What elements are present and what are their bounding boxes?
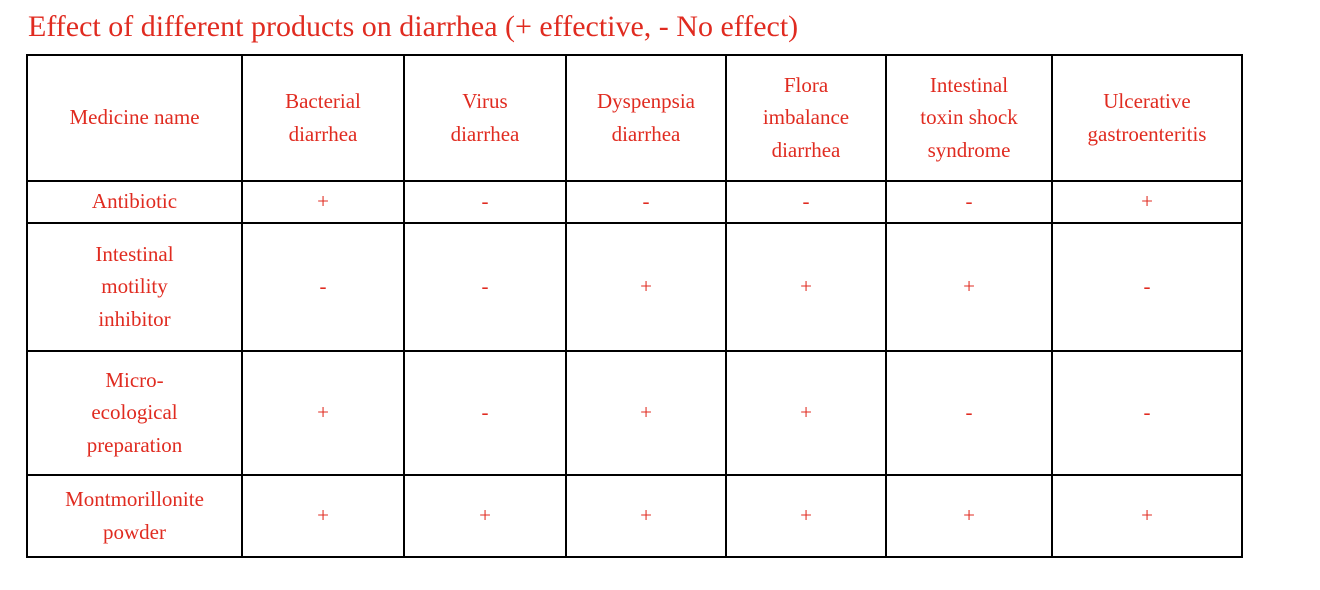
effect-value-cell: + bbox=[725, 221, 887, 352]
medicine-name-cell: Intestinal motility inhibitor bbox=[26, 221, 243, 352]
column-header-medicine-name: Medicine name bbox=[26, 53, 243, 182]
effect-value-cell: + bbox=[725, 349, 887, 476]
column-header-bacterial-diarrhea: Bacterial diarrhea bbox=[241, 53, 405, 182]
column-header-dyspenpsia-diarrhea: Dyspenpsia diarrhea bbox=[565, 53, 727, 182]
effect-value-cell: + bbox=[885, 473, 1053, 558]
table-row-intestinal-motility-inhibitor: Intestinal motility inhibitor - - + + + … bbox=[26, 221, 1243, 352]
effect-value-cell: - bbox=[725, 179, 887, 224]
effects-table: Medicine name Bacterial diarrhea Virus d… bbox=[26, 53, 1243, 558]
effect-value-cell: + bbox=[565, 349, 727, 476]
effect-value-cell: + bbox=[241, 179, 405, 224]
column-header-virus-diarrhea: Virus diarrhea bbox=[403, 53, 567, 182]
effect-value-cell: + bbox=[725, 473, 887, 558]
medicine-name-cell: Micro- ecological preparation bbox=[26, 349, 243, 476]
effect-value-cell: - bbox=[885, 349, 1053, 476]
medicine-name-cell: Antibiotic bbox=[26, 179, 243, 224]
table-row-antibiotic: Antibiotic + - - - - + bbox=[26, 179, 1243, 224]
effect-value-cell: - bbox=[1051, 349, 1243, 476]
effect-value-cell: + bbox=[1051, 473, 1243, 558]
page: Effect of different products on diarrhea… bbox=[26, 10, 1243, 558]
effect-value-cell: + bbox=[1051, 179, 1243, 224]
effect-value-cell: - bbox=[565, 179, 727, 224]
effect-value-cell: - bbox=[241, 221, 405, 352]
effect-value-cell: + bbox=[885, 221, 1053, 352]
effect-value-cell: - bbox=[885, 179, 1053, 224]
header-row: Medicine name Bacterial diarrhea Virus d… bbox=[26, 53, 1243, 182]
column-header-ulcerative-gastroenteritis: Ulcerative gastroenteritis bbox=[1051, 53, 1243, 182]
table-row-micro-ecological-preparation: Micro- ecological preparation + - + + - … bbox=[26, 349, 1243, 476]
table-row-montmorillonite-powder: Montmorillonite powder + + + + + + bbox=[26, 473, 1243, 558]
effect-value-cell: + bbox=[403, 473, 567, 558]
effect-value-cell: - bbox=[1051, 221, 1243, 352]
column-header-flora-imbalance-diarrhea: Flora imbalance diarrhea bbox=[725, 53, 887, 182]
effect-value-cell: + bbox=[241, 349, 405, 476]
effect-value-cell: + bbox=[241, 473, 405, 558]
effect-value-cell: - bbox=[403, 179, 567, 224]
effect-value-cell: + bbox=[565, 221, 727, 352]
column-header-intestinal-toxin-shock-syndrome: Intestinal toxin shock syndrome bbox=[885, 53, 1053, 182]
medicine-name-cell: Montmorillonite powder bbox=[26, 473, 243, 558]
effect-value-cell: + bbox=[565, 473, 727, 558]
page-title: Effect of different products on diarrhea… bbox=[28, 10, 799, 43]
effect-value-cell: - bbox=[403, 221, 567, 352]
effect-value-cell: - bbox=[403, 349, 567, 476]
